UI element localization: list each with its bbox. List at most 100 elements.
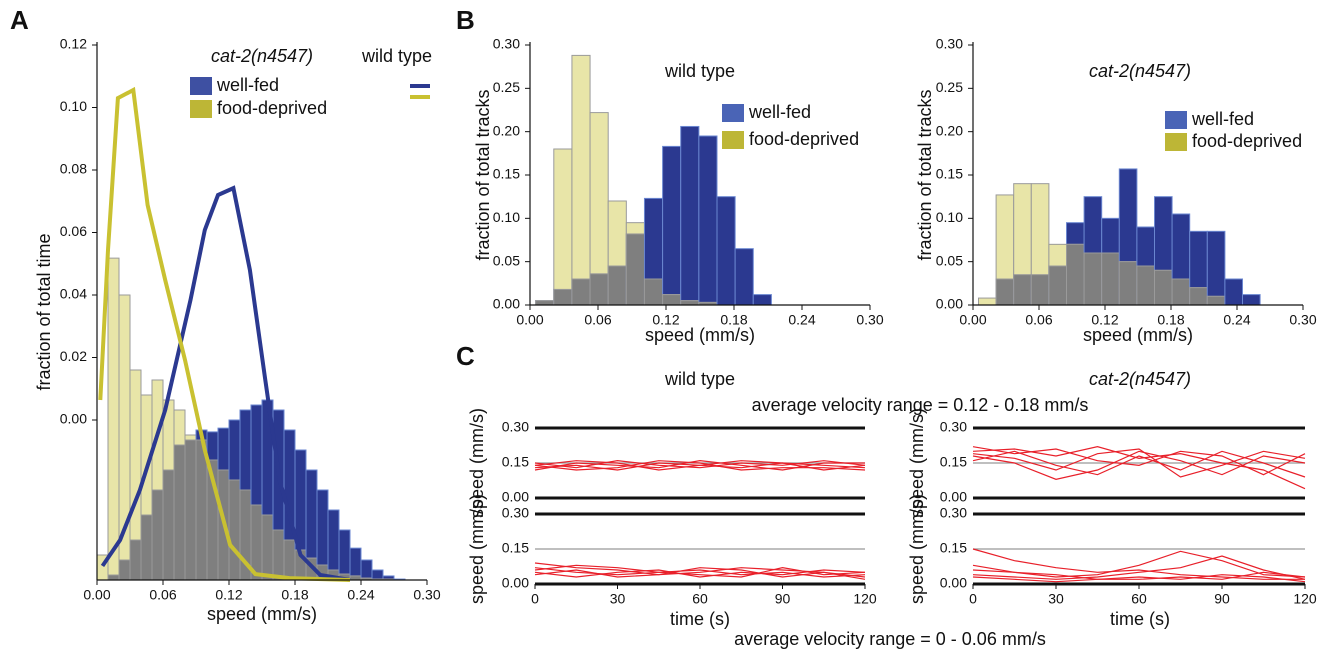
- trace: [972, 448, 1306, 478]
- panel-label: B: [456, 5, 475, 35]
- x-tick-label: 0.18: [720, 312, 747, 328]
- x-tick-label: 0.12: [652, 312, 679, 328]
- bar-overlap: [107, 574, 120, 581]
- bar-overlap: [535, 300, 555, 306]
- x-tick-label: 0.30: [856, 312, 883, 328]
- x-tick-label: 0.30: [1289, 312, 1316, 328]
- trace: [534, 460, 866, 469]
- x-tick-label: 0: [531, 591, 539, 607]
- bar: [1242, 294, 1261, 306]
- bar-overlap: [607, 265, 627, 306]
- y-tick-label: 0.00: [936, 296, 963, 312]
- x-tick-label: 0.18: [281, 587, 308, 603]
- trace: [972, 446, 1306, 476]
- y-tick-label: 0.05: [493, 252, 520, 268]
- trace: [534, 564, 866, 578]
- bar: [371, 569, 384, 581]
- bar-overlap: [680, 300, 700, 306]
- bar-overlap: [553, 288, 573, 306]
- bar-overlap: [173, 444, 186, 581]
- bar-overlap: [1154, 269, 1173, 306]
- x-tick-label: 0.00: [516, 312, 543, 328]
- y-tick-label: 0.05: [936, 252, 963, 268]
- y-axis-label: speed (mm/s): [467, 408, 487, 518]
- bar-overlap: [1206, 295, 1226, 306]
- bar-overlap: [625, 233, 645, 306]
- y-axis-label: speed (mm/s): [467, 494, 487, 604]
- x-axis-label: time (s): [1110, 609, 1170, 629]
- bar-overlap: [140, 514, 153, 581]
- bar: [107, 257, 120, 581]
- legend-label: food-deprived: [1192, 131, 1302, 151]
- bar: [571, 54, 591, 306]
- x-axis-label: speed (mm/s): [1083, 325, 1193, 345]
- bar: [716, 196, 736, 306]
- y-tick-label: 0.15: [502, 540, 529, 556]
- bar-overlap: [643, 278, 664, 306]
- x-tick-label: 60: [692, 591, 708, 607]
- y-tick-label: 0.04: [60, 286, 87, 302]
- panel-label: C: [456, 341, 475, 371]
- x-tick-label: 120: [1293, 591, 1317, 607]
- trace: [972, 450, 1306, 478]
- bar-overlap: [349, 575, 362, 581]
- y-tick-label: 0.15: [940, 540, 967, 556]
- bar-overlap: [1083, 252, 1103, 306]
- trace: [972, 555, 1306, 580]
- trace: [534, 567, 866, 580]
- x-tick-label: 0.12: [215, 587, 242, 603]
- y-tick-label: 0.20: [493, 122, 520, 138]
- y-tick-label: 0.15: [936, 166, 963, 182]
- y-tick-label: 0.00: [60, 411, 87, 427]
- y-tick-label: 0.30: [936, 36, 963, 52]
- y-tick-label: 0.00: [940, 575, 967, 591]
- annotation: average velocity range = 0 - 0.06 mm/s: [734, 629, 1046, 649]
- panel-label: A: [10, 5, 29, 35]
- bar-overlap: [1101, 252, 1120, 306]
- y-tick-label: 0.00: [493, 296, 520, 312]
- annotation: average velocity range = 0.12 - 0.18 mm/…: [752, 395, 1089, 415]
- x-axis-label: speed (mm/s): [207, 604, 317, 624]
- bar-overlap: [129, 539, 142, 581]
- x-tick-label: 0.24: [788, 312, 815, 328]
- bar: [1224, 278, 1244, 306]
- bar-overlap: [1189, 287, 1208, 306]
- y-tick-label: 0.02: [60, 348, 87, 364]
- x-tick-label: 0.00: [83, 587, 110, 603]
- legend-swatch: [722, 104, 744, 122]
- x-axis-label: speed (mm/s): [645, 325, 755, 345]
- x-tick-label: 0.12: [1091, 312, 1118, 328]
- bar-overlap: [589, 273, 609, 306]
- chart-title: wild type: [664, 61, 735, 81]
- x-tick-label: 0.06: [1025, 312, 1052, 328]
- x-tick-label: 0.18: [1157, 312, 1184, 328]
- bar: [752, 294, 772, 306]
- bar: [338, 529, 351, 581]
- y-tick-label: 0.00: [940, 489, 967, 505]
- chart-title: wild type: [664, 369, 735, 389]
- chart-title: cat-2(n4547): [1089, 369, 1191, 389]
- legend-label: well-fed: [748, 102, 811, 122]
- y-axis-label: speed (mm/s): [907, 494, 927, 604]
- y-tick-label: 0.25: [493, 79, 520, 95]
- bar-overlap: [283, 539, 296, 581]
- bar: [662, 145, 682, 306]
- y-tick-label: 0.25: [936, 79, 963, 95]
- bar-overlap: [261, 514, 274, 581]
- trace: [972, 564, 1306, 583]
- trace: [972, 548, 1305, 580]
- y-tick-label: 0.10: [60, 98, 87, 114]
- y-axis-label: speed (mm/s): [907, 408, 927, 518]
- y-tick-label: 0.15: [502, 454, 529, 470]
- trace: [972, 571, 1306, 583]
- bar-overlap: [228, 479, 241, 581]
- y-axis-label: fraction of total tracks: [473, 89, 493, 260]
- x-tick-label: 30: [610, 591, 626, 607]
- y-axis-label: fraction of total tracks: [915, 89, 935, 260]
- y-tick-label: 0.30: [493, 36, 520, 52]
- y-tick-label: 0.20: [936, 122, 963, 138]
- trace: [972, 446, 1306, 490]
- trace: [534, 567, 866, 578]
- x-tick-label: 0.24: [347, 587, 374, 603]
- y-tick-label: 0.30: [940, 419, 967, 435]
